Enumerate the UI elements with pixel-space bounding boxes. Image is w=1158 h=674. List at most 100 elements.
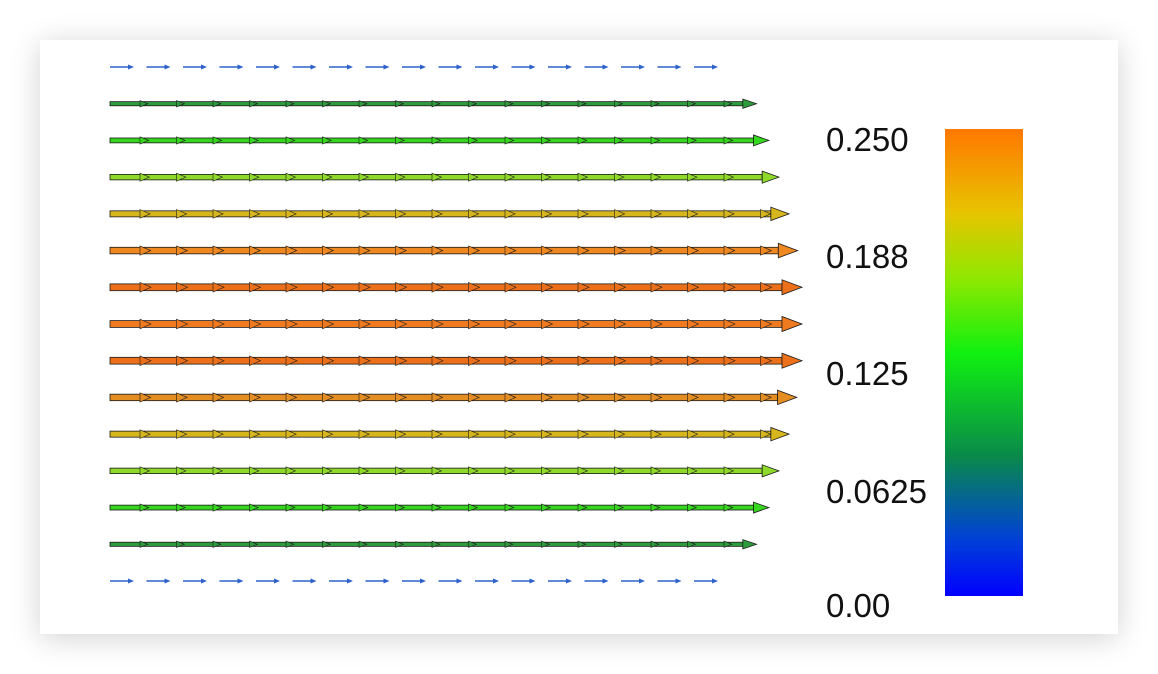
vector-arrowhead <box>395 429 407 439</box>
vector-arrowhead <box>614 245 626 256</box>
vector-arrowhead <box>212 318 225 330</box>
vector-arrowhead <box>541 318 554 330</box>
vector-arrowhead <box>742 98 758 109</box>
vector-arrowhead <box>675 64 682 70</box>
vector-arrowhead <box>322 355 335 366</box>
vector-arrowhead <box>420 64 426 70</box>
vector-arrowhead <box>212 172 224 182</box>
vector-arrowhead <box>493 578 499 584</box>
vector-arrowhead <box>237 578 244 584</box>
vector-shaft <box>109 356 783 365</box>
vector-arrowhead <box>322 100 332 108</box>
vector-arrowhead <box>468 136 478 145</box>
vector-arrowhead <box>176 540 186 548</box>
vector-arrowhead <box>431 172 443 182</box>
vector-arrowhead <box>760 392 772 403</box>
vector-arrowhead <box>212 355 225 366</box>
vector-arrowhead <box>504 540 514 548</box>
vector-arrowhead <box>468 318 481 330</box>
vector-arrowhead <box>395 245 407 256</box>
vector-arrowhead <box>541 245 553 256</box>
vector-shaft <box>109 393 778 402</box>
vector-arrowhead <box>249 466 260 476</box>
vector-arrowhead <box>723 466 735 476</box>
vector-arrowhead <box>760 245 772 256</box>
vector-arrowhead <box>249 209 261 219</box>
vector-arrowhead <box>650 392 663 403</box>
vector-arrowhead <box>723 355 736 366</box>
vector-arrowhead <box>358 318 371 330</box>
vector-arrowhead <box>139 392 152 403</box>
vector-arrowhead <box>358 392 371 403</box>
vector-arrowhead <box>212 392 225 403</box>
vector-arrowhead <box>614 209 626 219</box>
vector-arrowhead <box>285 540 295 548</box>
vector-arrowhead <box>760 282 773 293</box>
vector-arrowhead <box>274 64 280 70</box>
vector-arrowhead <box>212 136 223 145</box>
vector-arrowhead <box>322 392 334 403</box>
vector-arrowhead <box>395 318 408 330</box>
vector-arrowhead <box>541 503 551 512</box>
vector-arrowhead <box>395 282 408 293</box>
vector-arrowhead <box>176 209 188 219</box>
vector-arrowhead <box>358 540 368 548</box>
vector-arrowhead <box>602 578 609 584</box>
vector-arrowhead <box>650 136 661 145</box>
vector-arrowhead <box>614 172 625 182</box>
vector-arrowhead <box>285 282 298 293</box>
vector-arrowhead <box>687 100 697 108</box>
vector-arrowhead <box>212 282 225 293</box>
vector-arrowhead <box>614 503 624 512</box>
vector-arrowhead <box>139 318 152 330</box>
vector-arrowhead <box>687 245 699 256</box>
vector-arrowhead <box>358 282 371 293</box>
vector-arrowhead <box>614 429 626 439</box>
vector-arrowhead <box>176 466 187 476</box>
vector-arrowhead <box>541 429 553 439</box>
vector-arrowhead <box>431 429 443 439</box>
vector-arrowhead <box>541 209 553 219</box>
vector-row <box>109 501 771 514</box>
vector-arrowhead <box>212 466 224 476</box>
vector-arrowhead <box>723 282 736 293</box>
arrows-layer <box>109 64 804 584</box>
vector-arrowhead <box>650 503 661 512</box>
vector-arrowhead <box>212 245 225 256</box>
vector-arrowhead <box>504 282 517 293</box>
vector-arrowhead <box>164 578 171 584</box>
vector-arrowhead <box>723 429 735 439</box>
vector-arrowhead <box>322 540 332 548</box>
vector-arrowhead <box>777 389 798 406</box>
vector-arrowhead <box>201 64 207 70</box>
vector-arrowhead <box>322 136 332 145</box>
vector-arrowhead <box>322 209 334 219</box>
vector-arrowhead <box>139 429 151 439</box>
vector-arrowhead <box>687 172 698 182</box>
vector-arrowhead <box>760 209 772 219</box>
vector-arrowhead <box>770 426 791 442</box>
vector-arrowhead <box>212 100 222 108</box>
vector-arrowhead <box>431 466 443 476</box>
vector-arrowhead <box>431 136 442 145</box>
vector-arrowhead <box>285 172 297 182</box>
vector-arrowhead <box>176 392 188 403</box>
vector-arrowhead <box>139 172 151 182</box>
vector-arrowhead <box>468 245 480 256</box>
vector-arrowhead <box>614 466 625 476</box>
vector-arrowhead <box>650 209 662 219</box>
vector-arrowhead <box>176 172 187 182</box>
vector-arrowhead <box>650 466 662 476</box>
vector-arrowhead <box>395 392 407 403</box>
colorbar-tick-label: 0.188 <box>826 238 909 275</box>
vector-arrowhead <box>504 466 516 476</box>
vector-arrowhead <box>742 539 758 550</box>
vector-arrowhead <box>650 429 662 439</box>
vector-arrowhead <box>358 172 370 182</box>
vector-arrowhead <box>249 429 261 439</box>
vector-arrowhead <box>723 209 735 219</box>
vector-shaft <box>109 101 744 107</box>
vector-row <box>109 352 804 369</box>
vector-arrowhead <box>358 503 369 512</box>
vector-arrowhead <box>176 318 189 330</box>
